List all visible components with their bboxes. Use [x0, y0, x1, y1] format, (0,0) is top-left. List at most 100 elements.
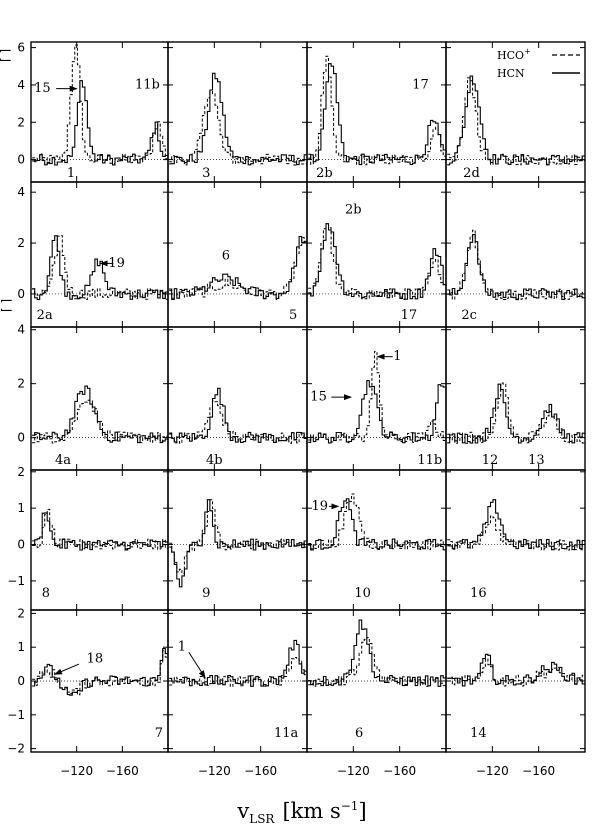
spectrum-hcn-17 [169, 639, 307, 687]
panel-frame-11 [445, 326, 586, 471]
panel-label-17-0: 11a [274, 726, 299, 741]
panel-label-0-0: 1 [67, 166, 75, 181]
legend-label-hcn: HCN [497, 67, 525, 80]
panel-frame-7 [445, 181, 586, 328]
ytick-label-r2-2: 4 [17, 323, 25, 337]
spectrum-hcn-7 [447, 234, 585, 300]
xtick-label-c2-1: −160 [383, 764, 416, 778]
zero-baselines [31, 159, 585, 682]
legend: HCO+ HCN [497, 47, 580, 80]
spectrum-hcn-5 [169, 235, 307, 301]
ytick-label-r0-3: 6 [17, 41, 25, 55]
xtick-label-c0-0: −120 [60, 764, 93, 778]
panel-label-2-1: 17 [412, 77, 429, 92]
spectrum-hcn-9 [169, 387, 307, 444]
panel-label-10-1: 1 [393, 349, 401, 364]
xtick-label-c3-1: −160 [522, 764, 555, 778]
xtick-label-c1-0: −120 [198, 764, 231, 778]
panel-frames [30, 41, 586, 753]
spectrum-hcn-0 [32, 80, 168, 166]
spectrum-hco-18 [308, 637, 446, 687]
panel-label-8-0: 4a [55, 453, 71, 468]
x-axis-title: vLSR [km s−1] [236, 799, 366, 826]
ytick-label-r1-1: 2 [17, 236, 25, 250]
panel-label-2-0: 2b [316, 166, 333, 181]
spectrum-hco-19 [447, 658, 585, 687]
panel-label-16-0: 7 [155, 726, 163, 741]
panel-label-16-1: 18 [87, 652, 104, 667]
spectrum-hcn-2 [308, 63, 446, 166]
panel-frame-6 [306, 181, 447, 328]
spectrum-hco-13 [169, 499, 307, 575]
ytick-label-r4-1: −1 [7, 708, 25, 722]
ytick-label-r3-2: 1 [17, 501, 25, 515]
panel-arrow-16-0 [54, 663, 80, 675]
xtick-label-c1-1: −160 [244, 764, 277, 778]
xtick-label-c0-1: −160 [106, 764, 139, 778]
panel-label-6-0: 2b [345, 202, 362, 217]
xtick-label-c3-0: −120 [476, 764, 509, 778]
spectrum-hco-1 [169, 90, 307, 166]
ytick-label-r1-2: 4 [17, 185, 25, 199]
spectrum-curves [32, 44, 585, 696]
spectrum-hco-2 [308, 55, 446, 166]
spectrum-hcn-6 [308, 223, 446, 300]
panel-label-10-0: 11b [417, 453, 442, 468]
panel-label-14-1: 19 [311, 499, 328, 514]
spectrum-hco-3 [447, 77, 585, 166]
spectrum-hcn-14 [308, 498, 446, 551]
spectrum-hco-9 [169, 400, 307, 444]
spectrum-hcn-19 [447, 653, 585, 687]
spectrum-hcn-18 [308, 619, 446, 687]
ytick-label-r3-3: 2 [17, 465, 25, 479]
spectrum-hcn-10 [308, 380, 446, 444]
panel-label-5-1: 5 [289, 308, 297, 323]
ytick-label-r4-3: 1 [17, 640, 25, 654]
ytick-label-r4-2: 0 [17, 674, 25, 688]
panel-label-12-0: 8 [42, 586, 50, 601]
panel-label-18-0: 6 [355, 726, 363, 741]
panel-label-4-0: 2a [37, 308, 53, 323]
spectrum-hcn-8 [32, 385, 168, 444]
y-axis-fragment-2: ⌈ ⌉ [0, 49, 12, 62]
panel-frame-8 [30, 326, 169, 471]
ytick-label-r0-2: 4 [17, 78, 25, 92]
ytick-label-r0-1: 2 [17, 115, 25, 129]
panel-label-6-1: 17 [401, 308, 418, 323]
spectrum-hcn-3 [447, 75, 585, 166]
spectrum-hco-6 [308, 223, 446, 300]
panel-label-5-0: 6 [222, 248, 230, 263]
panel-label-3-0: 2d [463, 166, 480, 181]
ytick-label-r4-4: 2 [17, 606, 25, 620]
panel-frame-4 [30, 181, 169, 328]
panel-frame-0 [30, 41, 169, 183]
spectrum-hcn-11 [447, 383, 585, 444]
spectrum-hco-7 [447, 229, 585, 301]
panel-arrows [54, 85, 393, 679]
y-axis-fragment-1: ⌈ ⌉ [0, 299, 13, 312]
panel-label-11-0: 12 [482, 453, 499, 468]
panel-frame-2 [306, 41, 447, 183]
panel-frame-5 [167, 181, 308, 328]
panel-label-1-0: 3 [202, 166, 210, 181]
panel-label-0-2: 11b [135, 77, 160, 92]
ytick-label-r2-1: 2 [17, 377, 25, 391]
panel-label-10-2: 15 [310, 390, 327, 405]
panel-label-7-0: 2c [461, 308, 477, 323]
spectrum-hco-5 [169, 237, 307, 300]
spectrum-hcn-13 [169, 499, 307, 588]
panel-label-0-1: 15 [34, 81, 51, 96]
xtick-label-c2-0: −120 [337, 764, 370, 778]
ytick-label-r1-0: 0 [17, 287, 25, 301]
panel-label-15-0: 16 [470, 586, 487, 601]
legend-label-hco: HCO+ [497, 47, 531, 62]
panel-frame-9 [167, 326, 308, 471]
spectrum-hco-0 [32, 44, 168, 164]
ytick-label-r4-0: −2 [7, 742, 25, 756]
panel-label-4-1: 19 [108, 256, 125, 271]
ytick-label-r3-0: −1 [7, 574, 25, 588]
panel-arrow-17-0 [188, 651, 206, 679]
